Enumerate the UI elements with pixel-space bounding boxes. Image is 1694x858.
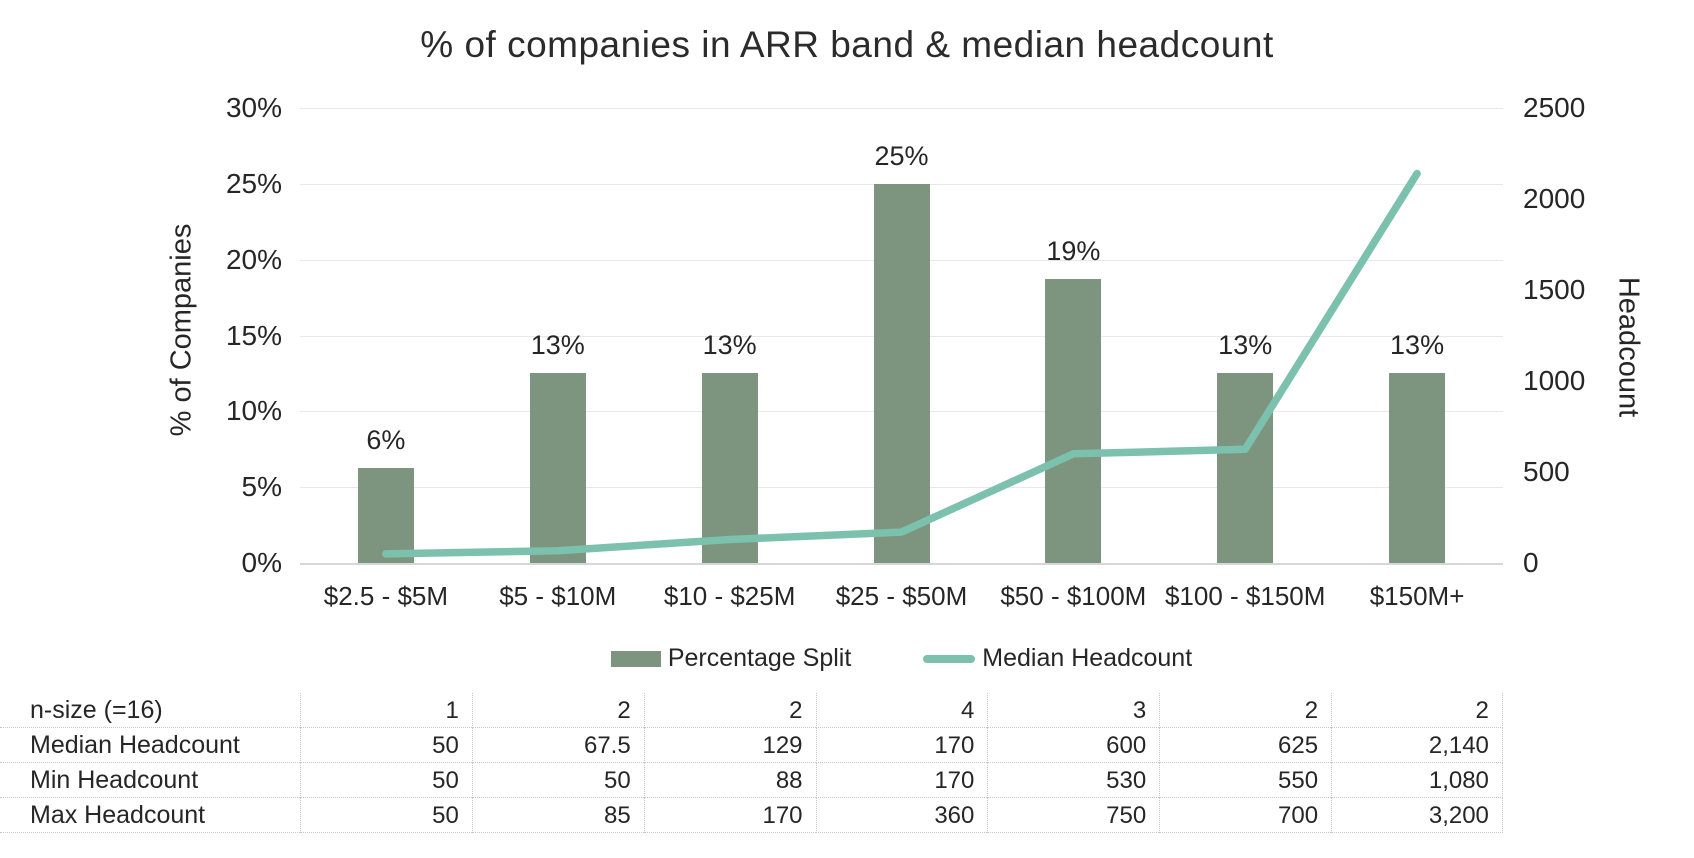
table-cell: 360 (815, 798, 988, 833)
table-cell: 4 (815, 693, 988, 728)
bar-value-label: 13% (530, 330, 585, 361)
table-cell: 2 (1331, 693, 1503, 728)
table-cell: 1,080 (1331, 763, 1503, 798)
table-cell: 88 (643, 763, 816, 798)
table-cell: 85 (471, 798, 644, 833)
left-axis-tick: 30% (225, 92, 282, 123)
table-row-label: Median Headcount (0, 728, 300, 763)
table-cell: 2 (1159, 693, 1332, 728)
table-cell: 2 (471, 693, 644, 728)
table-cell: 550 (1159, 763, 1332, 798)
table-cell: 3 (987, 693, 1160, 728)
gridline (300, 108, 1503, 109)
left-axis-tick: 10% (225, 395, 282, 427)
table-cell: 530 (987, 763, 1160, 798)
legend-label: Median Headcount (982, 644, 1193, 672)
right-axis-tick: 0 (1523, 547, 1539, 578)
right-axis-tick: 1500 (1523, 274, 1586, 305)
bar-value-label: 6% (366, 425, 406, 456)
bar-value-label: 25% (874, 140, 929, 171)
table-cell: 50 (300, 728, 472, 763)
table-row-label: Max Headcount (0, 798, 300, 833)
legend-label: Percentage Split (667, 644, 852, 672)
table-cell: 170 (815, 728, 988, 763)
line-swatch-icon (923, 654, 976, 663)
table-cell: 50 (471, 763, 644, 798)
stats-table: n-size (=16) 1 2 2 4 3 2 2 Median Headcount 50 67.… (0, 693, 1503, 833)
table-row-label: n-size (=16) (0, 693, 300, 728)
x-axis-label: $150M+ (1369, 581, 1465, 611)
right-axis-tick: 1000 (1523, 365, 1586, 396)
table-cell: 1 (300, 693, 472, 728)
table-cell: 50 (300, 798, 472, 833)
x-axis-line (300, 563, 1503, 565)
table-cell: 67.5 (471, 728, 644, 763)
left-axis-tick: 25% (225, 167, 282, 199)
bar (1045, 278, 1102, 563)
table-cell: 750 (987, 798, 1160, 833)
table-cell: 3,200 (1331, 798, 1503, 833)
bar-value-label: 13% (1218, 330, 1273, 361)
table-cell: 170 (815, 763, 988, 798)
bar-value-label: 13% (702, 330, 757, 361)
right-axis-tick: 2000 (1523, 183, 1586, 214)
right-axis-tick: 500 (1523, 456, 1570, 487)
right-axis-tick: 2500 (1523, 92, 1586, 123)
bar (1389, 373, 1446, 563)
x-axis-label: $25 - $50M (835, 581, 968, 611)
bar-value-label: 13% (1390, 330, 1445, 361)
table-cell: 625 (1159, 728, 1332, 763)
plot-area: 6% 13% 13% 25% 19% 13% 13% (300, 108, 1503, 565)
x-axis-label: $5 - $10M (499, 581, 617, 611)
bar (357, 468, 414, 563)
table-cell: 129 (643, 728, 816, 763)
bar (701, 373, 758, 563)
bar (529, 373, 586, 563)
x-axis-label: $50 - $100M (1000, 581, 1147, 611)
bar (873, 183, 930, 563)
x-axis-label: $2.5 - $5M (323, 581, 449, 611)
legend-item-median-headcount: Median Headcount (923, 644, 1192, 673)
table-cell: 700 (1159, 798, 1332, 833)
bar (1217, 373, 1274, 563)
x-axis-label: $10 - $25M (663, 581, 796, 611)
table-cell: 600 (987, 728, 1160, 763)
median-headcount-line (382, 169, 1421, 558)
bar-value-label: 19% (1046, 235, 1101, 266)
legend: Percentage Split Median Headcount (300, 644, 1503, 673)
table-cell: 2,140 (1331, 728, 1503, 763)
left-axis-tick: 15% (225, 319, 282, 351)
table-row-label: Min Headcount (0, 763, 300, 798)
left-axis-tick: 0% (241, 547, 282, 578)
x-axis-label: $100 - $150M (1164, 581, 1326, 611)
table-cell: 170 (643, 798, 816, 833)
left-axis-tick: 5% (241, 471, 282, 503)
bar-swatch-icon (610, 650, 661, 667)
table-cell: 50 (300, 763, 472, 798)
left-axis-tick: 20% (225, 243, 282, 275)
table-cell: 2 (643, 693, 816, 728)
chart-title: % of companies in ARR band & median head… (420, 24, 1274, 65)
legend-item-percentage-split: Percentage Split (610, 644, 852, 673)
